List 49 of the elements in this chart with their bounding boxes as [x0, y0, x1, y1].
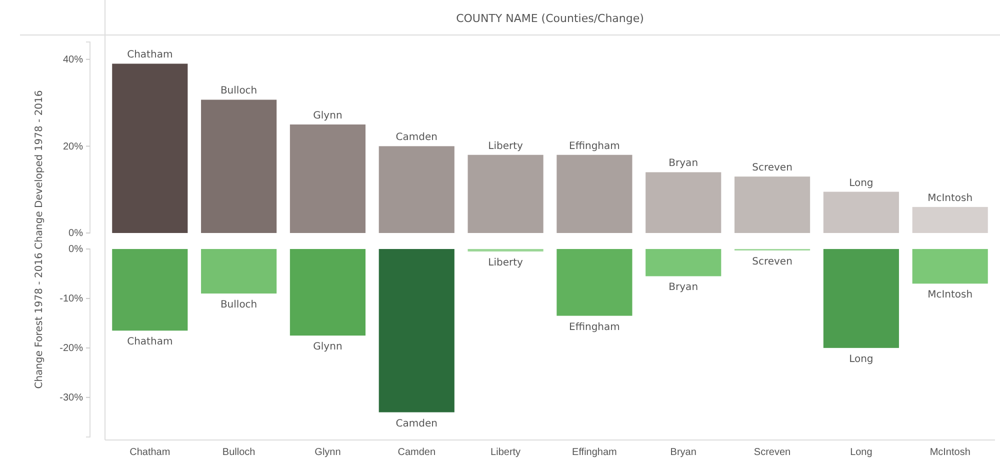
x-tick-label: Effingham	[572, 447, 617, 458]
x-tick-label: Long	[850, 447, 872, 458]
bar	[912, 206, 988, 233]
annotation: Glynn	[313, 110, 342, 122]
annotation: Liberty	[488, 140, 524, 152]
bar	[290, 124, 366, 233]
bar	[823, 192, 899, 233]
bar	[734, 176, 810, 233]
annotation: Glynn	[313, 342, 342, 353]
x-tick-label: Bulloch	[222, 447, 256, 458]
x-tick-label: Glynn	[314, 447, 341, 458]
annotation: Bryan	[668, 282, 698, 294]
x-tick-label: Chatham	[130, 447, 170, 458]
x-tick-label: Bryan	[670, 447, 696, 458]
y-tick-label: -10%	[60, 294, 84, 305]
bar	[112, 64, 188, 233]
y-tick-label: 0%	[68, 244, 84, 256]
annotation: McIntosh	[928, 192, 973, 204]
annotation: Bryan	[668, 158, 698, 170]
y-axis-title: Change Forest 1978 - 2016 Change Developed 1978 - 2016	[34, 90, 45, 389]
annotation: Screven	[752, 256, 792, 268]
chart-title: COUNTY NAME (Counties/Change)	[456, 12, 644, 25]
y-tick-label: -30%	[60, 392, 84, 404]
y-tick-label: -20%	[60, 343, 84, 354]
bar	[378, 146, 454, 233]
x-tick-label: Screven	[754, 447, 791, 458]
annotation: Chatham	[127, 336, 173, 348]
annotation: Effingham	[569, 322, 620, 333]
bar	[646, 172, 722, 233]
annotation: Effingham	[569, 140, 620, 152]
y-tick-label: 40%	[62, 54, 84, 66]
x-tick-label: Liberty	[490, 447, 521, 458]
annotation: Liberty	[488, 257, 524, 268]
annotation: Bulloch	[220, 86, 258, 97]
x-tick-label: McIntosh	[930, 447, 970, 458]
y-tick-label: 20%	[62, 141, 84, 152]
y-tick-label: 0%	[68, 228, 84, 240]
bar	[201, 100, 277, 233]
annotation: Screven	[752, 162, 792, 174]
bar	[468, 154, 544, 233]
annotation: McIntosh	[928, 290, 973, 301]
annotation: Bulloch	[220, 300, 258, 311]
annotation: Long	[849, 354, 874, 365]
annotation: Camden	[396, 418, 438, 430]
annotation: Camden	[396, 132, 438, 144]
annotation: Long	[849, 178, 874, 189]
annotation: Chatham	[127, 50, 173, 61]
bar	[556, 154, 632, 233]
x-tick-label: Camden	[398, 447, 436, 458]
